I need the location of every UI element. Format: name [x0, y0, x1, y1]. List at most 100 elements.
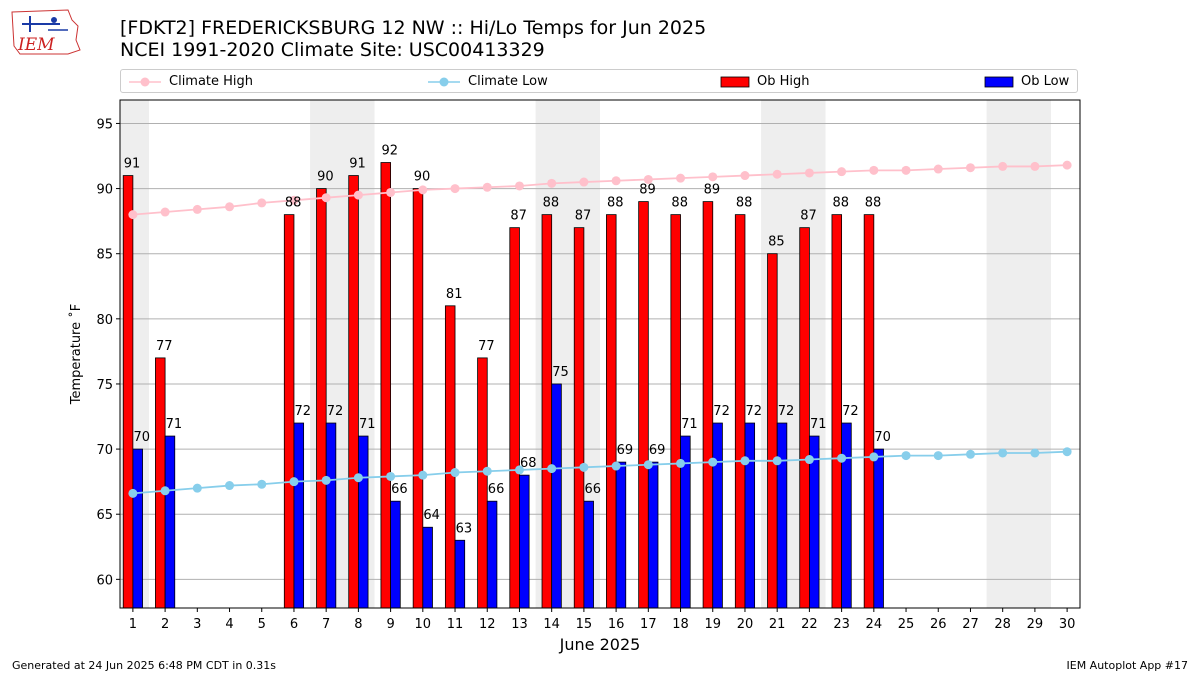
- x-tick-label: 9: [386, 617, 394, 632]
- ob-low-bar: [873, 448, 884, 609]
- ob-high-data-label: 89: [639, 183, 656, 198]
- climate-high-point: [965, 163, 975, 173]
- ob-high-bar: [155, 357, 166, 609]
- climate-low-point: [321, 475, 331, 485]
- climate-high-point: [611, 176, 621, 186]
- weekend-band: [535, 100, 600, 608]
- x-tick-label: 27: [962, 617, 979, 632]
- climate-low-point: [128, 488, 138, 498]
- ob-low-data-label: 66: [391, 482, 408, 497]
- ob-low-data-label: 66: [584, 482, 601, 497]
- climate-low-point: [740, 456, 750, 466]
- ob-high-data-label: 91: [124, 157, 141, 172]
- x-tick-label: 8: [354, 617, 362, 632]
- climate-low-point: [901, 451, 911, 461]
- x-tick-label: 24: [866, 617, 883, 632]
- climate-high-point: [901, 165, 911, 175]
- ob-high-bar: [767, 253, 778, 609]
- ob-high-data-label: 85: [768, 235, 785, 250]
- ob-low-bar: [841, 422, 852, 609]
- legend-label: Ob Low: [1021, 74, 1070, 89]
- x-tick-label: 25: [898, 617, 915, 632]
- climate-high-point: [1062, 160, 1072, 170]
- climate-high-point: [579, 177, 589, 187]
- y-tick-label: 60: [96, 573, 113, 588]
- x-tick-label: 19: [704, 617, 721, 632]
- x-tick-label: 14: [543, 617, 560, 632]
- ob-low-bar: [647, 461, 659, 609]
- x-tick-label: 12: [479, 617, 496, 632]
- ob-high-data-label: 92: [381, 144, 398, 159]
- x-tick-label: 22: [801, 617, 818, 632]
- x-axis-label: June 2025: [559, 635, 641, 654]
- x-tick-label: 29: [1027, 617, 1044, 632]
- ob-low-bar: [454, 539, 466, 609]
- climate-high-point: [192, 204, 202, 214]
- ob-high-data-label: 91: [349, 157, 366, 172]
- climate-high-point: [998, 161, 1008, 171]
- ob-low-bar: [615, 461, 627, 609]
- weekend-band: [310, 100, 375, 608]
- ob-low-data-label: 70: [874, 430, 891, 445]
- climate-low-point: [482, 466, 492, 476]
- legend-swatch-ob-high: [720, 76, 750, 88]
- ob-high-bar: [541, 214, 553, 609]
- ob-low-bar: [744, 422, 756, 609]
- ob-high-data-label: 77: [156, 339, 173, 354]
- ob-low-data-label: 69: [649, 443, 666, 458]
- ob-high-data-label: 90: [414, 170, 431, 185]
- ob-low-data-label: 71: [359, 417, 376, 432]
- y-axis-label: Temperature ˚F: [68, 304, 84, 405]
- x-tick-label: 10: [415, 617, 432, 632]
- ob-low-bar: [808, 435, 820, 609]
- climate-high-point: [837, 167, 847, 177]
- climate-high-point: [869, 165, 879, 175]
- logo-text: IEM: [17, 35, 55, 55]
- ob-low-data-label: 72: [746, 404, 763, 419]
- ob-low-data-label: 72: [327, 404, 344, 419]
- ob-low-bar: [712, 422, 723, 609]
- climate-low-point: [547, 464, 557, 474]
- climate-low-point: [192, 483, 202, 493]
- climate-high-point: [353, 190, 363, 200]
- climate-low-point: [965, 449, 975, 459]
- weekend-band: [120, 100, 149, 608]
- ob-high-bar: [509, 227, 520, 609]
- climate-low-point: [514, 465, 524, 475]
- x-tick-label: 30: [1059, 617, 1076, 632]
- ob-high-data-label: 87: [510, 209, 527, 224]
- climate-low-point: [998, 448, 1008, 458]
- ob-high-data-label: 88: [543, 196, 560, 211]
- x-tick-label: 5: [258, 617, 266, 632]
- climate-high-point: [225, 202, 235, 212]
- climate-high-point: [289, 195, 299, 205]
- legend-item-climate-low: Climate Low: [424, 73, 548, 91]
- climate-high-point: [772, 169, 782, 179]
- y-tick-label: 85: [96, 248, 113, 263]
- ob-low-bar: [325, 422, 337, 609]
- ob-high-bar: [380, 162, 392, 609]
- legend-item-ob-high: Ob High: [719, 73, 810, 91]
- climate-low-point: [386, 471, 396, 481]
- chart-legend: Climate High Climate Low Ob High Ob Low: [120, 69, 1078, 93]
- ob-low-data-label: 63: [456, 521, 473, 536]
- ob-low-data-label: 70: [133, 430, 150, 445]
- climate-high-point: [933, 164, 943, 174]
- climate-low-point: [772, 456, 782, 466]
- ob-high-bar: [863, 214, 875, 609]
- ob-high-bar: [573, 227, 585, 609]
- ob-low-data-label: 71: [810, 417, 827, 432]
- ob-high-bar: [638, 201, 649, 609]
- x-tick-label: 28: [994, 617, 1011, 632]
- ob-high-bar: [412, 188, 424, 609]
- ob-low-bar: [293, 422, 305, 609]
- ob-low-bar: [486, 500, 498, 609]
- ob-high-data-label: 87: [575, 209, 592, 224]
- climate-high-point: [740, 171, 750, 181]
- ob-high-data-label: 87: [800, 209, 817, 224]
- weekend-band: [986, 100, 1052, 608]
- legend-label: Climate High: [169, 74, 254, 89]
- climate-low-point: [611, 461, 621, 471]
- ob-low-bar: [519, 474, 530, 609]
- y-tick-label: 65: [96, 508, 113, 523]
